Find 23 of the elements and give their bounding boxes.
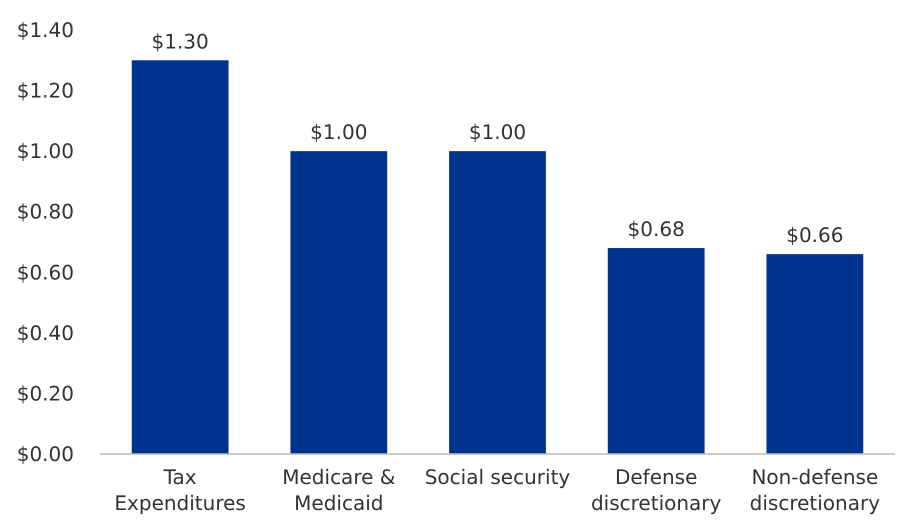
y-tick-label: $0.60	[16, 260, 74, 284]
x-tick-label: Defense discretionary	[590, 465, 722, 515]
data-label: $0.66	[786, 223, 844, 248]
y-tick-label: $1.00	[16, 139, 74, 164]
x-tick-label: Tax Expenditures	[114, 465, 246, 515]
bar	[132, 60, 229, 454]
x-tick-label: Social security	[424, 465, 570, 489]
y-tick-label: $1.20	[16, 78, 74, 103]
y-tick-label: $0.20	[16, 381, 74, 406]
y-tick-label: $0.00	[16, 442, 74, 466]
data-label: $0.68	[628, 217, 685, 242]
x-tick-label: Medicare & Medicaid	[282, 465, 396, 515]
bar	[290, 151, 388, 454]
y-tick-label: $0.80	[16, 200, 74, 224]
bar	[608, 248, 705, 454]
y-tick-label: $0.40	[16, 320, 74, 345]
data-label: $1.00	[468, 120, 526, 144]
bar	[449, 151, 546, 454]
data-label: $1.30	[152, 29, 209, 54]
y-tick-label: $1.40	[16, 18, 74, 42]
x-tick-label: Non-defense discretionary	[750, 465, 880, 515]
bar	[766, 254, 864, 454]
data-label: $1.00	[310, 120, 368, 144]
